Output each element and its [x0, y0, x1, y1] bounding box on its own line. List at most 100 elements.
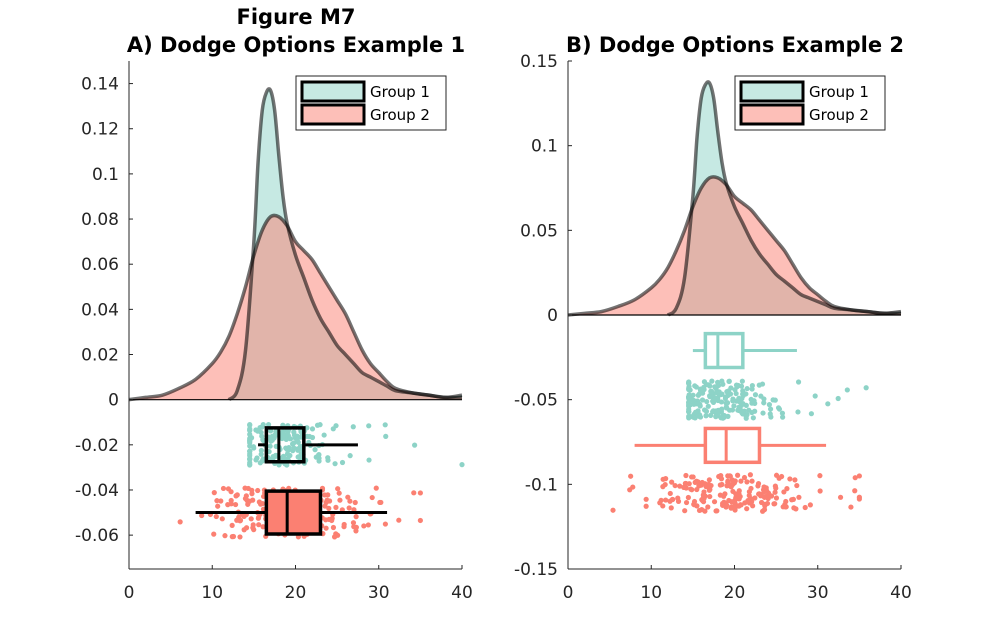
rain-point: [705, 504, 711, 510]
rain-point: [852, 475, 858, 481]
rain-point: [314, 422, 321, 428]
rain-point: [250, 522, 256, 528]
rain-point: [760, 410, 766, 416]
rain-point: [692, 415, 698, 421]
rain-point: [247, 437, 253, 443]
rain-point: [727, 391, 734, 397]
rain-point: [682, 508, 688, 514]
x-tick-label: 30: [368, 583, 390, 603]
rain-point: [708, 482, 714, 489]
rain-point: [690, 474, 696, 480]
rain-point: [731, 403, 737, 409]
rain-point: [265, 421, 272, 428]
rain-point: [325, 455, 331, 461]
rain-point: [749, 386, 755, 392]
rain-point: [744, 506, 750, 512]
rain-point: [247, 427, 253, 434]
x-tick-label: 20: [724, 583, 746, 603]
rain-point: [738, 502, 744, 508]
rain-point: [856, 496, 862, 502]
rain-point: [685, 494, 691, 501]
rain-point: [787, 476, 793, 482]
rain-point: [761, 400, 767, 406]
rain-point: [755, 483, 761, 489]
rain-point: [715, 389, 721, 396]
rain-point: [752, 392, 759, 398]
legend-swatch-1: [739, 80, 805, 103]
y-tick-label: 0: [108, 391, 119, 411]
rain-point: [735, 472, 741, 478]
legend-label-1: Group 1: [809, 83, 869, 101]
rain-point: [677, 483, 683, 489]
rain-point: [199, 512, 205, 519]
rain-point: [353, 514, 359, 520]
rain-point: [738, 478, 744, 484]
legend-swatch-2: [739, 103, 805, 126]
rain-point: [722, 395, 729, 402]
rain-point: [245, 485, 251, 492]
rain-point: [369, 494, 375, 501]
rain-point: [366, 457, 372, 463]
rain-point: [718, 476, 725, 482]
rain-point: [225, 486, 232, 492]
rain-point: [331, 534, 338, 540]
x-tick-label: 10: [201, 583, 223, 603]
rain-point: [347, 453, 353, 459]
rain-point: [710, 398, 716, 404]
x-tick-label: 30: [807, 583, 829, 603]
rain-point: [707, 493, 713, 500]
y-tick-label: -0.15: [514, 560, 558, 580]
rain-point: [837, 494, 844, 500]
rain-point: [707, 394, 713, 400]
rain-point: [796, 494, 802, 500]
x-tick-label: 0: [124, 583, 135, 603]
rain-point: [260, 437, 266, 443]
rain-point: [699, 507, 705, 513]
rain-point: [695, 479, 701, 485]
rain-point: [694, 503, 700, 509]
rain-point: [802, 504, 808, 511]
rain-point: [795, 379, 802, 385]
rain-point: [764, 493, 770, 499]
rain-point: [309, 426, 316, 432]
boxplot-2: [195, 489, 388, 536]
rain-point: [856, 473, 862, 479]
rain-point: [243, 493, 249, 499]
rain-point: [691, 498, 698, 505]
rain-point: [350, 424, 356, 430]
rain-point: [686, 415, 692, 421]
rain-point: [667, 490, 673, 497]
rain-point: [749, 499, 755, 505]
y-tick-label: -0.06: [75, 526, 119, 546]
rain-point: [218, 498, 224, 504]
y-tick-label: 0.02: [81, 346, 119, 366]
rain-point: [695, 392, 701, 398]
rain-point: [378, 499, 384, 506]
rain-point: [330, 524, 337, 531]
rain-point: [294, 437, 300, 443]
rain-point: [714, 508, 720, 514]
rain-point: [708, 412, 714, 418]
rain-point: [700, 492, 706, 498]
y-tick-label: 0.04: [81, 300, 119, 320]
rain-point: [712, 384, 718, 390]
rain-point: [784, 486, 790, 492]
rain-point: [346, 505, 352, 511]
density-fill-2: [129, 215, 462, 400]
rain-point: [747, 472, 753, 478]
y-tick-label: -0.1: [525, 475, 558, 495]
rain-point: [693, 409, 699, 415]
rain-point: [744, 385, 750, 392]
rain-point: [717, 482, 723, 488]
rain-point: [848, 504, 854, 510]
rain-point: [326, 505, 332, 511]
rain-point: [417, 517, 423, 524]
rain-point: [705, 403, 711, 409]
rain-point: [808, 411, 815, 417]
rain-point: [350, 520, 357, 526]
rain-point: [783, 504, 789, 510]
rain-point: [716, 407, 722, 414]
legend-swatch-1: [300, 80, 366, 103]
rain-point: [688, 397, 694, 403]
